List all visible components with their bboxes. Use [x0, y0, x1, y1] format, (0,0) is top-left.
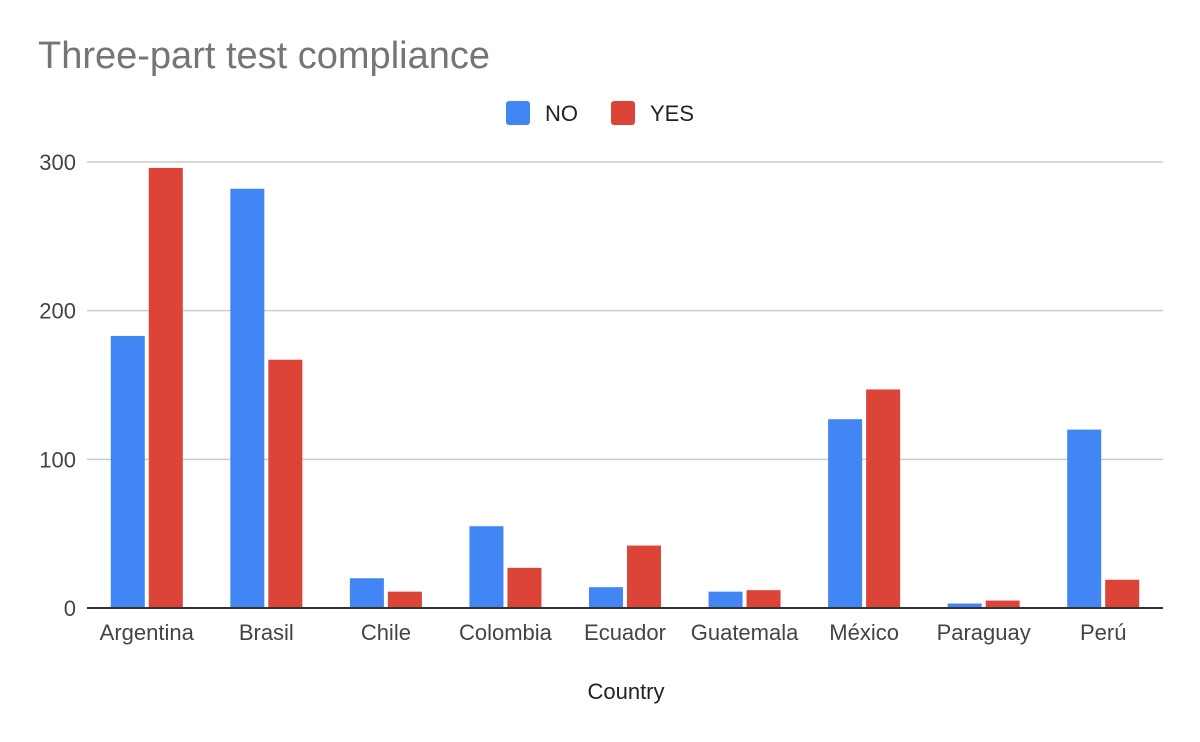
chart-title: Three-part test compliance	[38, 35, 490, 77]
bar-yes-4	[627, 545, 661, 608]
x-tick-label: Guatemala	[691, 620, 799, 645]
bar-no-2	[349, 578, 384, 608]
x-tick-label: Perú	[1080, 620, 1126, 645]
bar-no-0	[110, 335, 145, 608]
bar-no-3	[469, 526, 504, 608]
y-tick-label: 300	[39, 150, 76, 175]
y-tick-label: 100	[39, 447, 76, 472]
bar-yes-0	[148, 167, 183, 609]
bar-no-7	[947, 603, 982, 608]
bar-no-4	[589, 587, 623, 608]
bar-no-1	[230, 188, 265, 608]
bar-no-8	[1067, 429, 1102, 608]
x-tick-label: México	[829, 620, 899, 645]
bar-yes-3	[507, 567, 542, 608]
bars	[110, 167, 1140, 609]
bar-yes-6	[866, 389, 901, 608]
x-axis-ticks: Argentina Brasil Chile Colombia Ecuador Guate…	[100, 620, 1127, 645]
bar-yes-2	[387, 591, 422, 608]
legend-swatch-yes	[611, 101, 635, 125]
legend-label-yes: YES	[650, 101, 694, 126]
legend-swatch-no	[506, 101, 530, 125]
y-tick-label: 200	[39, 299, 76, 324]
gridlines	[87, 161, 1163, 461]
bar-yes-5	[746, 590, 781, 608]
bar-yes-7	[985, 600, 1020, 608]
x-tick-label: Ecuador	[584, 620, 666, 645]
x-tick-label: Brasil	[239, 620, 294, 645]
x-tick-label: Paraguay	[937, 620, 1031, 645]
x-tick-label: Chile	[361, 620, 411, 645]
y-tick-label: 0	[64, 596, 76, 621]
bar-no-6	[828, 419, 863, 608]
legend: NO YES	[506, 101, 694, 126]
y-axis-ticks: 0 100 200 300	[39, 150, 76, 621]
bar-yes-8	[1105, 579, 1140, 608]
x-axis-title: Country	[587, 679, 664, 704]
x-tick-label: Argentina	[100, 620, 195, 645]
legend-label-no: NO	[545, 101, 578, 126]
x-tick-label: Colombia	[459, 620, 553, 645]
bar-yes-1	[268, 359, 303, 608]
bar-no-5	[708, 591, 743, 608]
